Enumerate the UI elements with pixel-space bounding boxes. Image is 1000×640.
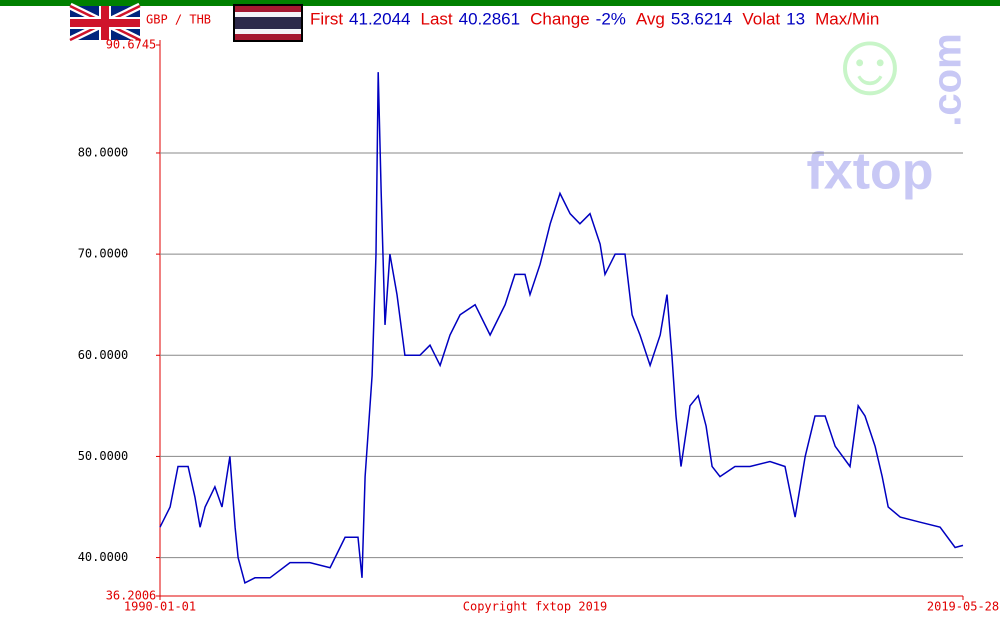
stat-value: 40.2861 — [459, 9, 520, 28]
uk-flag — [68, 2, 142, 44]
logo-suffix: .com — [926, 33, 970, 126]
top-bar — [0, 0, 1000, 6]
x-tick-label: 1990-01-01 — [124, 600, 196, 614]
y-tick-label: 50.0000 — [78, 449, 129, 463]
copyright: Copyright fxtop 2019 — [463, 600, 608, 614]
y-tick-label: 80.0000 — [78, 145, 129, 159]
stat-label: First — [310, 9, 343, 28]
stat-value: 53.6214 — [671, 9, 732, 28]
y-tick-label: 90.6745 — [106, 38, 157, 52]
logo: fxtop — [806, 143, 933, 201]
stat-value: -2% — [596, 9, 626, 28]
header-stats: First 41.2044 Last 40.2861 Change -2% Avg 53.62… — [310, 9, 879, 28]
y-tick-label: 40.0000 — [78, 550, 129, 564]
thai-flag — [233, 4, 303, 42]
price-line — [159, 72, 964, 584]
y-tick-label: 60.0000 — [78, 348, 129, 362]
stat-label: Avg — [636, 9, 665, 28]
pair-label: GBP / THB — [146, 13, 211, 27]
stat-label: Change — [530, 9, 590, 28]
stat-label: Last — [421, 9, 453, 28]
x-tick-label: 2019-05-28 — [927, 600, 999, 614]
logo-smile: ☺ — [824, 14, 916, 114]
stat-label: Volat — [742, 9, 780, 28]
y-tick-label: 36.2006 — [106, 589, 157, 603]
stat-value: 41.2044 — [349, 9, 410, 28]
stat-value: 13 — [786, 9, 805, 28]
y-tick-label: 70.0000 — [78, 247, 129, 261]
stat-label: Max/Min — [815, 9, 879, 28]
